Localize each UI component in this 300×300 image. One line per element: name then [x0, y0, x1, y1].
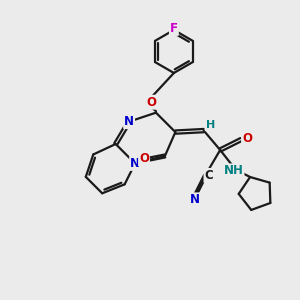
- Text: O: O: [242, 132, 252, 145]
- Text: H: H: [206, 120, 215, 130]
- Text: N: N: [130, 157, 140, 170]
- Text: N: N: [124, 115, 134, 128]
- Text: NH: NH: [224, 164, 244, 177]
- Text: N: N: [190, 194, 200, 206]
- Text: O: O: [139, 152, 149, 166]
- Text: F: F: [170, 22, 178, 35]
- Text: O: O: [146, 96, 157, 109]
- Text: C: C: [205, 169, 213, 182]
